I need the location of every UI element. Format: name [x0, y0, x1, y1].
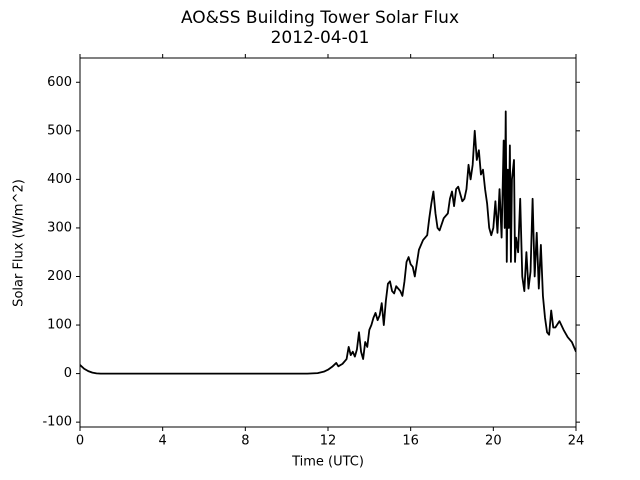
data-line	[80, 110, 576, 375]
y-tick-label: 600	[47, 75, 72, 90]
x-tick-label: 12	[320, 434, 337, 449]
y-tick-label: 400	[47, 172, 72, 187]
y-tick-label: 500	[47, 123, 72, 138]
y-tick-label: 200	[47, 269, 72, 284]
y-tick-label: 0	[64, 366, 72, 381]
y-axis-label: Solar Flux (W/m^2)	[12, 179, 27, 307]
x-tick-label: 16	[402, 434, 419, 449]
chart-subtitle: 2012-04-01	[271, 28, 370, 48]
x-tick-label: 20	[485, 434, 502, 449]
plot-frame	[79, 57, 577, 428]
y-tick-label: 100	[47, 318, 72, 333]
x-tick-label: 4	[159, 434, 167, 449]
y-tick-label: -100	[42, 415, 72, 430]
x-tick-label: 24	[568, 434, 585, 449]
chart-title: AO&SS Building Tower Solar Flux	[181, 8, 459, 28]
x-axis-label: Time (UTC)	[291, 455, 364, 470]
y-tick-label: 300	[47, 220, 72, 235]
x-tick-label: 8	[241, 434, 249, 449]
x-tick-label: 0	[76, 434, 84, 449]
